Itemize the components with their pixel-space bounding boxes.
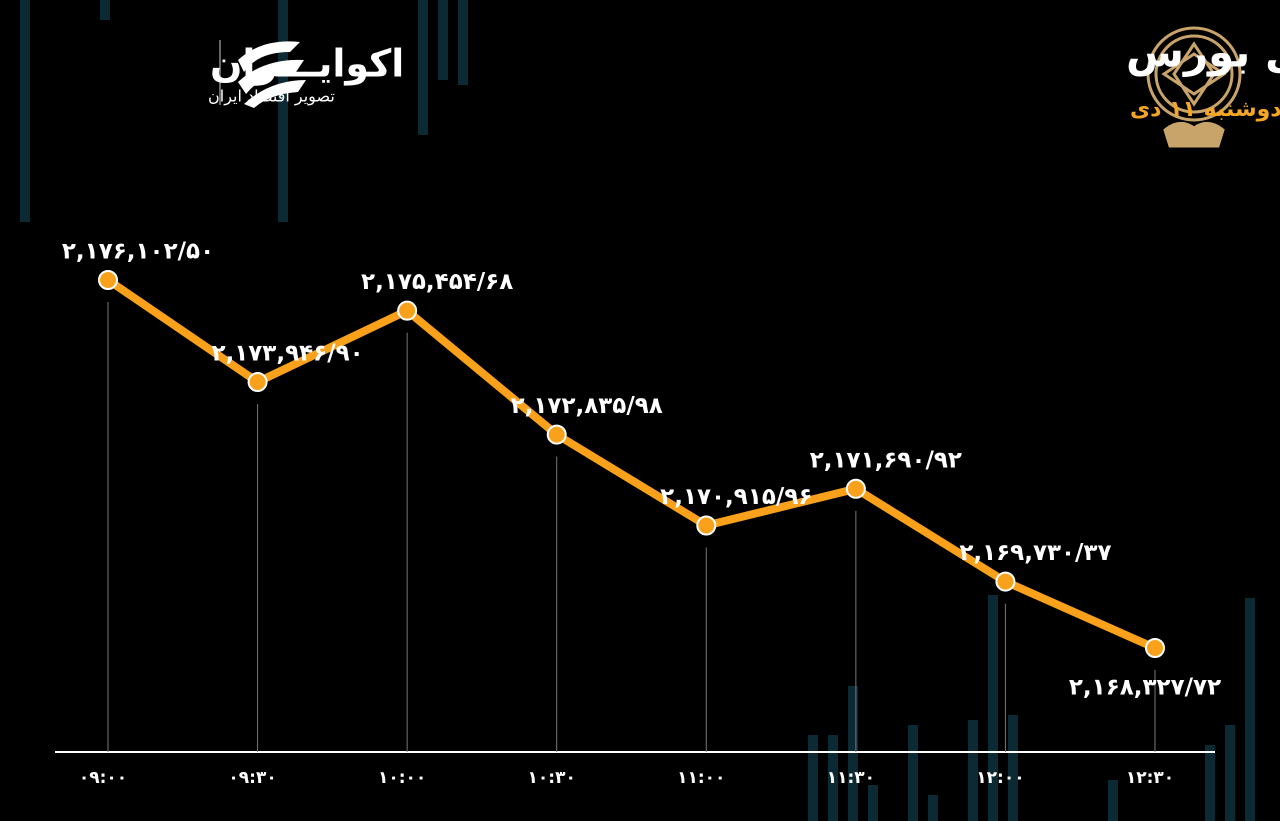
data-label: ۲,۱۷۶,۱۰۲/۵۰	[62, 239, 214, 265]
background-decor	[20, 0, 1255, 821]
x-tick-label: ۱۰:۳۰	[528, 768, 576, 788]
x-tick-label: ۱۲:۰۰	[976, 768, 1024, 788]
x-tick-label: ۰۹:۳۰	[228, 768, 276, 788]
chart-subtitle: دوشنبه ۱۱ دی	[1130, 97, 1280, 122]
data-label: ۲,۱۷۵,۴۵۴/۶۸	[361, 269, 513, 295]
brand-tagline: تصویر اقتصاد ایران	[208, 87, 335, 107]
data-label: ۲,۱۷۰,۹۱۵/۹۶	[660, 484, 812, 510]
data-label: ۲,۱۶۹,۷۳۰/۳۷	[959, 540, 1111, 566]
data-label: ۲,۱۷۳,۹۴۶/۹۰	[211, 341, 363, 367]
brand-logo	[219, 40, 306, 108]
data-label: ۲,۱۷۲,۸۳۵/۹۸	[511, 393, 663, 419]
x-tick-label: ۱۱:۰۰	[677, 768, 725, 788]
data-point	[98, 270, 118, 290]
chart-title: روند شاخص کل بورس	[1126, 28, 1280, 78]
plot-area: ۰۹:۰۰ ۰۹:۳۰ ۱۰:۰۰ ۱۰:۳۰ ۱۱:۰۰ ۱۱:۳۰ ۱۲:۰۰ ۱۲:۳۰…	[62, 239, 1221, 789]
data-label: ۲,۱۷۱,۶۹۰/۹۲	[810, 447, 962, 473]
data-point	[397, 300, 418, 321]
data-point	[546, 424, 567, 445]
x-tick-label: ۰۹:۰۰	[79, 768, 127, 788]
x-tick-label: ۱۰:۰۰	[378, 768, 426, 788]
data-point	[247, 372, 268, 393]
brand-name: اکوایـــران	[210, 42, 404, 86]
data-point	[1145, 638, 1165, 658]
emblem	[1146, 26, 1242, 148]
data-label: ۲,۱۶۸,۳۲۷/۷۲	[1069, 675, 1221, 701]
data-point	[696, 515, 717, 536]
series-line	[105, 276, 1157, 652]
x-tick-label: ۱۱:۳۰	[827, 768, 875, 788]
data-point	[995, 571, 1016, 592]
data-point	[845, 478, 866, 499]
x-tick-label: ۱۲:۳۰	[1126, 768, 1174, 788]
